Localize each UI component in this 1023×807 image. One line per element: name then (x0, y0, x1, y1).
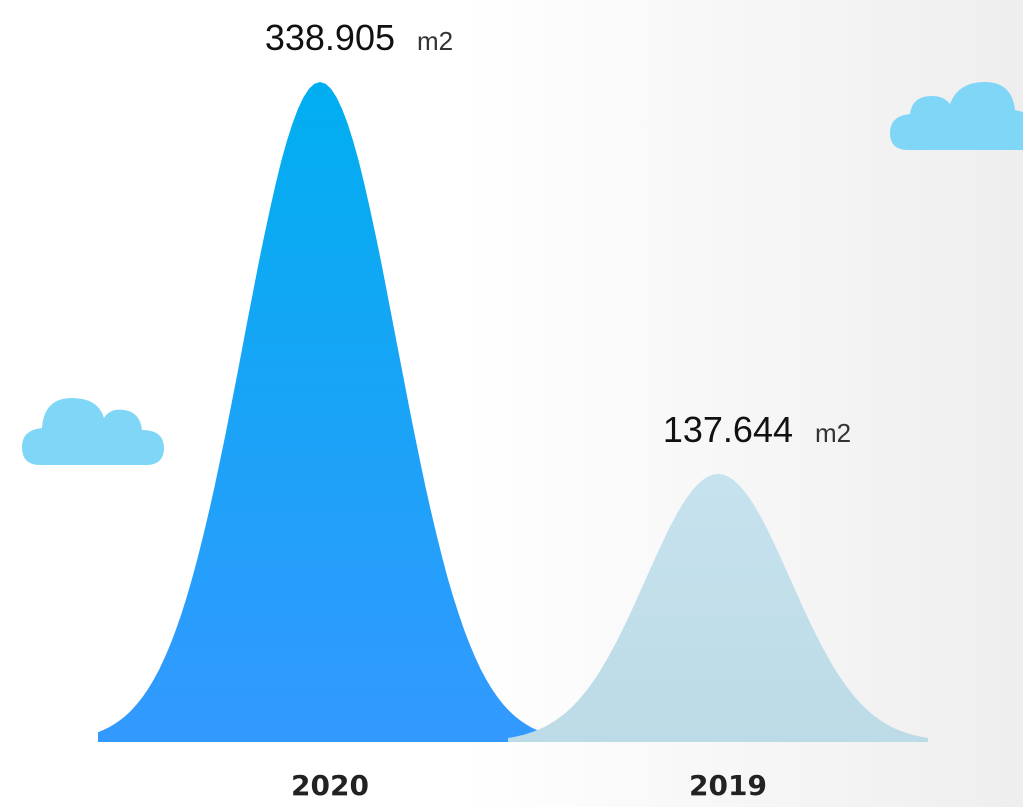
value-unit: m2 (417, 26, 453, 56)
value-label: 338.905 (265, 17, 395, 58)
cloud (22, 398, 164, 465)
mountain-bar (98, 82, 542, 742)
mountain-bar (508, 473, 928, 742)
value-unit: m2 (815, 418, 851, 448)
category-label: 2019 (689, 769, 767, 802)
cloud (890, 82, 1023, 150)
category-label: 2020 (291, 769, 369, 802)
value-label: 137.644 (663, 409, 793, 450)
